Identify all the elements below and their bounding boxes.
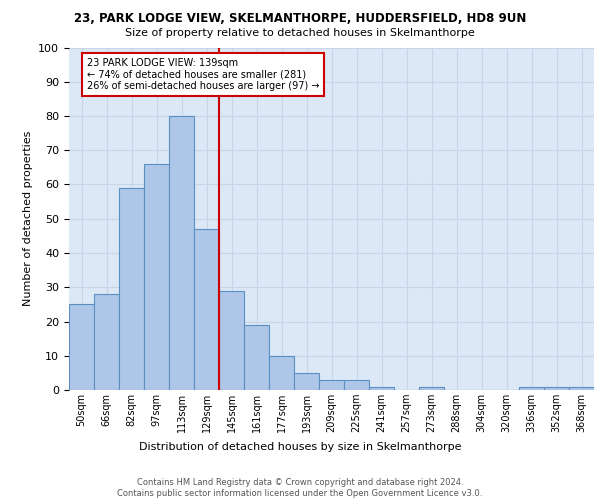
- Text: Contains HM Land Registry data © Crown copyright and database right 2024.
Contai: Contains HM Land Registry data © Crown c…: [118, 478, 482, 498]
- Bar: [544, 386, 569, 390]
- Bar: [244, 325, 269, 390]
- Bar: [319, 380, 344, 390]
- Bar: [219, 290, 244, 390]
- Bar: [269, 356, 294, 390]
- Bar: [144, 164, 169, 390]
- Bar: [369, 386, 394, 390]
- Bar: [294, 373, 319, 390]
- Bar: [169, 116, 194, 390]
- Bar: [519, 386, 544, 390]
- Text: Distribution of detached houses by size in Skelmanthorpe: Distribution of detached houses by size …: [139, 442, 461, 452]
- Y-axis label: Number of detached properties: Number of detached properties: [23, 131, 33, 306]
- Bar: [419, 386, 444, 390]
- Bar: [344, 380, 369, 390]
- Text: 23 PARK LODGE VIEW: 139sqm
← 74% of detached houses are smaller (281)
26% of sem: 23 PARK LODGE VIEW: 139sqm ← 74% of deta…: [87, 58, 320, 91]
- Bar: [119, 188, 144, 390]
- Bar: [94, 294, 119, 390]
- Bar: [69, 304, 94, 390]
- Text: 23, PARK LODGE VIEW, SKELMANTHORPE, HUDDERSFIELD, HD8 9UN: 23, PARK LODGE VIEW, SKELMANTHORPE, HUDD…: [74, 12, 526, 26]
- Text: Size of property relative to detached houses in Skelmanthorpe: Size of property relative to detached ho…: [125, 28, 475, 38]
- Bar: [569, 386, 594, 390]
- Bar: [194, 229, 219, 390]
